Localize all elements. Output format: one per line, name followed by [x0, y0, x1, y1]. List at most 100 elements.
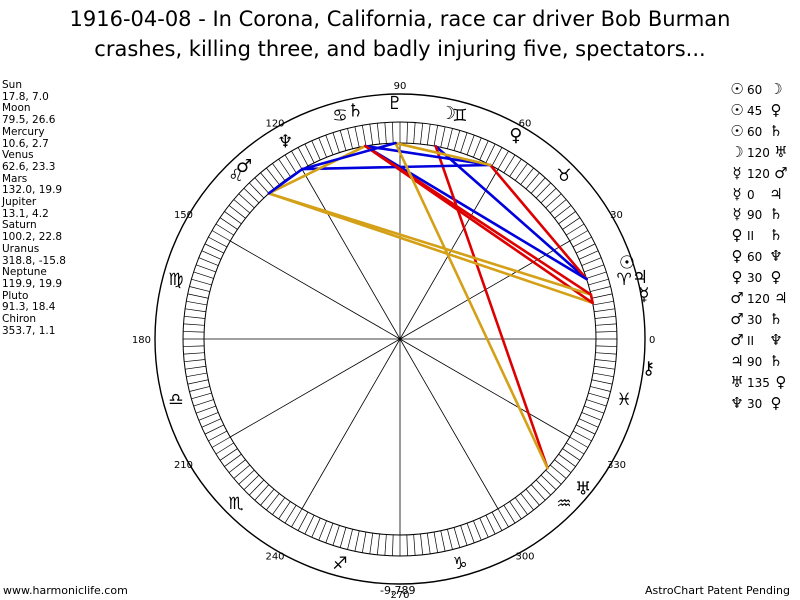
aspect-value: 135	[747, 375, 770, 390]
degree-tick	[254, 484, 270, 501]
planet-values-moon: 79.5, 26.6	[2, 114, 56, 127]
aspect-row: ☿ 120 ♂	[728, 164, 790, 185]
zodiac-sign-icon: ♍	[168, 270, 183, 290]
degree-tick	[592, 300, 614, 306]
degree-tick	[183, 323, 205, 326]
degree-tick	[473, 520, 482, 541]
zodiac-sign-icon: ♊	[452, 106, 467, 126]
degree-label-270: 270	[390, 590, 409, 600]
aspect-row: ☿ 0 ♃	[728, 185, 790, 206]
degree-tick	[595, 352, 617, 355]
degree-tick	[554, 459, 572, 473]
aspect-line-moon-uranus	[434, 144, 549, 470]
aspect-row: ☿ 90 ♄	[728, 205, 790, 226]
degree-tick	[266, 167, 280, 185]
sun-icon: ☉	[619, 253, 635, 274]
degree-tick	[562, 217, 581, 230]
degree-tick	[426, 533, 431, 554]
degree-tick	[198, 412, 219, 421]
neptune-icon: ♆	[277, 132, 293, 153]
degree-tick	[361, 531, 367, 553]
degree-labels: 0 30 60 90 120 150 180 210 240 270 300 330	[132, 81, 655, 600]
degree-tick	[278, 501, 291, 520]
degree-tick	[354, 126, 360, 148]
degree-tick	[339, 130, 347, 151]
degree-tick	[347, 128, 353, 149]
planet-glyphs: ☉ ☽ ☿ ♀ ♂ ♃ ♄ ♅ ♆ ♇ ⚷	[236, 93, 655, 499]
degree-tick	[215, 223, 234, 236]
zodiac-sign-icon: ♑	[452, 554, 467, 574]
aspect-planet-1-icon: ♂	[730, 289, 744, 308]
degree-tick	[569, 436, 589, 448]
degree-tick	[413, 122, 416, 144]
degree-tick	[535, 182, 551, 199]
degree-tick	[566, 223, 585, 236]
degree-tick	[491, 511, 503, 531]
aspect-list: ☉ 60 ☽ ☉ 45 ♀ ☉ 60 ♄ ☽ 120 ♅ ☿ 120 ♂ ☿ 0 ♃ ☿ 90 ♄ ♀ II ♄ ♀ 60 ♆ ♀ 30…	[728, 80, 790, 415]
aspect-planet-2-icon: ♃	[769, 184, 783, 203]
degree-tick	[447, 128, 453, 149]
planet-name-sun: Sun	[2, 79, 22, 91]
degree-tick	[187, 379, 209, 385]
degree-tick	[354, 530, 360, 552]
aspect-value: 30	[747, 271, 763, 286]
aspect-line-jupiter-saturn	[363, 144, 593, 296]
degree-tick	[562, 448, 581, 461]
zodiac-sign-icon: ♎	[168, 390, 183, 410]
degree-tick	[576, 424, 596, 435]
planet-name-venus: Venus	[2, 149, 34, 162]
degree-tick	[485, 515, 496, 535]
degree-tick	[339, 527, 347, 548]
degree-tick	[211, 230, 231, 242]
degree-tick	[184, 359, 206, 363]
house-spoke	[399, 338, 570, 438]
degree-tick	[426, 124, 431, 145]
degree-tick	[392, 534, 394, 556]
degree-tick	[297, 511, 309, 531]
degree-tick	[304, 515, 315, 535]
degree-tick	[581, 257, 602, 266]
degree-tick	[224, 211, 242, 225]
degree-tick	[491, 147, 503, 167]
degree-tick	[479, 140, 489, 161]
degree-tick	[453, 527, 461, 548]
zodiac-sign-icon: ♓	[616, 390, 631, 410]
degree-tick	[198, 257, 219, 266]
degree-tick	[578, 250, 599, 260]
degree-tick	[520, 493, 534, 511]
degree-tick	[219, 217, 238, 230]
degree-tick	[466, 523, 475, 544]
degree-tick	[535, 479, 551, 496]
degree-tick	[581, 412, 602, 421]
aspect-planet-2-icon: ♄	[769, 309, 783, 328]
degree-tick	[187, 293, 209, 299]
planet-values-neptune: 119.9, 19.9	[2, 277, 63, 290]
degree-tick	[584, 264, 605, 273]
aspect-value: 120	[747, 166, 770, 181]
aspect-planet-2-icon: ♀	[770, 393, 782, 412]
saturn-icon: ♄	[347, 101, 363, 122]
aspect-planet-1-icon: ♀	[731, 226, 743, 245]
degree-tick	[228, 205, 246, 219]
degree-label-210: 210	[174, 460, 193, 471]
degree-tick	[584, 405, 605, 414]
aspect-row: ♀ II ♄	[728, 226, 790, 247]
aspect-line-mars-jupiter	[267, 192, 593, 296]
degree-tick	[233, 199, 251, 214]
aspect-planet-1-icon: ♀	[731, 247, 743, 266]
house-spoke	[230, 240, 401, 340]
aspect-planet-1-icon: ☿	[732, 205, 742, 224]
degree-tick	[211, 436, 231, 448]
aspect-planet-2-icon: ♅	[774, 142, 788, 161]
degree-tick	[384, 122, 387, 144]
degree-tick	[332, 132, 340, 153]
degree-tick	[509, 501, 522, 520]
website-link[interactable]: www.harmoniclife.com	[3, 584, 128, 597]
planet-values-pluto: 91.3, 18.4	[2, 301, 56, 314]
degree-tick	[183, 331, 205, 333]
degree-tick	[215, 442, 234, 455]
degree-tick	[184, 315, 206, 319]
degree-tick	[595, 323, 617, 326]
planet-values-sun: 17.8, 7.0	[2, 90, 49, 103]
degree-tick	[433, 125, 439, 147]
